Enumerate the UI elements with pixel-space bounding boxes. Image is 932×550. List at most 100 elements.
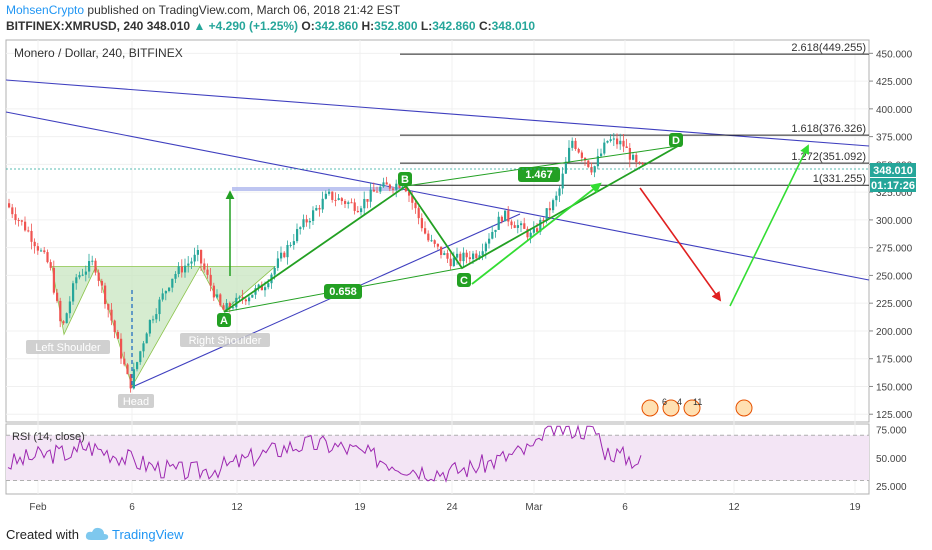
candle-body xyxy=(94,260,97,273)
flag-icon[interactable] xyxy=(735,399,753,417)
candle-body xyxy=(494,229,497,232)
wave-point-badges: A B C D xyxy=(217,133,683,327)
candle-body xyxy=(475,253,478,259)
candle-body xyxy=(504,210,507,222)
price-tick-label: 250.000 xyxy=(876,271,913,282)
ohlc-line: BITFINEX:XMRUSD, 240 348.010 ▲ +4.290 (+… xyxy=(6,19,535,33)
candle-body xyxy=(203,263,206,270)
candle-body xyxy=(257,284,260,289)
candle-body xyxy=(398,183,401,188)
candle-body xyxy=(65,313,68,324)
candle-body xyxy=(379,186,382,192)
publish-line: MohsenCrypto published on TradingView.co… xyxy=(6,3,400,17)
chart-title: Monero / Dollar, 240, BITFINEX xyxy=(14,46,183,60)
candle-body xyxy=(500,216,503,222)
candle-body xyxy=(68,301,71,314)
candle-body xyxy=(248,297,251,302)
candle-body xyxy=(219,294,222,306)
event-count: 11 xyxy=(693,397,702,407)
bullish-forecast-arrow xyxy=(729,144,809,307)
price-tick-label: 400.000 xyxy=(876,105,913,116)
tradingview-brand-link[interactable]: TradingView xyxy=(112,527,184,542)
chart-canvas[interactable]: 2.618(449.255) 1.618(376.326) 1.272(351.09… xyxy=(0,36,932,518)
candle-body xyxy=(548,208,551,211)
price-tick-label: 150.000 xyxy=(876,382,913,393)
event-count: 6 xyxy=(662,397,667,407)
middle-trendline[interactable] xyxy=(5,111,870,281)
bull-impulse-arrow xyxy=(471,182,602,285)
candle-body xyxy=(216,294,219,298)
time-tick-label: Mar xyxy=(525,502,543,513)
fib-level-label: 1.618(376.326) xyxy=(791,123,866,135)
candle-body xyxy=(206,269,209,275)
price-tick-label: 275.000 xyxy=(876,244,913,255)
candle-body xyxy=(414,202,417,209)
candle-body xyxy=(446,253,449,259)
candle-body xyxy=(353,202,356,211)
candlestick-series xyxy=(8,132,644,393)
candle-body xyxy=(113,320,116,332)
candle-body xyxy=(84,271,87,275)
candle-body xyxy=(507,210,510,222)
candle-body xyxy=(440,246,443,255)
open-label: O: xyxy=(301,19,315,33)
rsi-axis[interactable]: 75.000 50.000 25.000 xyxy=(876,426,907,493)
candle-body xyxy=(539,219,542,232)
fibonacci-extension[interactable]: 2.618(449.255) 1.618(376.326) 1.272(351.09… xyxy=(400,42,869,186)
candle-body xyxy=(411,195,414,203)
candle-body xyxy=(324,193,327,199)
candle-body xyxy=(168,287,171,291)
candle-body xyxy=(222,305,225,310)
candle-body xyxy=(254,288,257,295)
wave-label-c: C xyxy=(460,275,468,287)
candle-body xyxy=(350,202,353,204)
candle-body xyxy=(574,140,577,149)
candle-body xyxy=(372,189,375,192)
economic-events[interactable]: 6 4 11 xyxy=(641,397,753,417)
price-tick-label: 375.000 xyxy=(876,133,913,144)
candle-body xyxy=(46,252,49,263)
support-trendline[interactable] xyxy=(129,213,521,389)
candle-body xyxy=(139,351,142,363)
price-axis[interactable]: 450.000425.000400.000375.000350.000325.0… xyxy=(869,49,913,421)
candle-body xyxy=(225,302,228,310)
candle-body xyxy=(312,210,315,221)
flag-icon[interactable] xyxy=(683,399,701,417)
flag-icon[interactable] xyxy=(641,399,659,417)
candle-body xyxy=(24,221,27,231)
close-value: 348.010 xyxy=(491,19,535,33)
price-tick-label: 200.000 xyxy=(876,327,913,338)
candle-body xyxy=(619,140,622,145)
candle-body xyxy=(616,138,619,145)
candle-body xyxy=(366,198,369,202)
time-tick-label: 12 xyxy=(231,502,243,513)
flag-icon[interactable] xyxy=(662,399,680,417)
footer: Created with TradingView xyxy=(0,518,932,550)
candle-body xyxy=(417,208,420,219)
candle-body xyxy=(603,142,606,154)
ratio-ac-text: 0.658 xyxy=(329,286,357,298)
candle-body xyxy=(110,309,113,321)
author-link[interactable]: MohsenCrypto xyxy=(6,3,85,17)
candle-body xyxy=(88,261,91,272)
candle-body xyxy=(75,277,78,284)
candle-body xyxy=(104,285,107,305)
candle-body xyxy=(465,252,468,258)
candle-body xyxy=(81,274,84,276)
candle-body xyxy=(187,263,190,266)
candle-body xyxy=(513,225,516,228)
candle-body xyxy=(315,207,318,211)
candle-body xyxy=(283,252,286,258)
candle-body xyxy=(484,243,487,252)
candle-body xyxy=(580,152,583,158)
published-text: published on TradingView.com, March 06, … xyxy=(87,3,401,17)
time-axis[interactable]: Feb 6 12 19 24 Mar 6 12 19 xyxy=(29,502,861,513)
low-label: L: xyxy=(420,19,433,33)
candle-body xyxy=(408,191,411,196)
candle-body xyxy=(555,195,558,201)
last-price: 348.010 xyxy=(146,19,191,33)
candle-body xyxy=(622,140,625,147)
candle-body xyxy=(200,249,203,264)
candle-body xyxy=(472,253,475,260)
price-tick-label: 300.000 xyxy=(876,216,913,227)
